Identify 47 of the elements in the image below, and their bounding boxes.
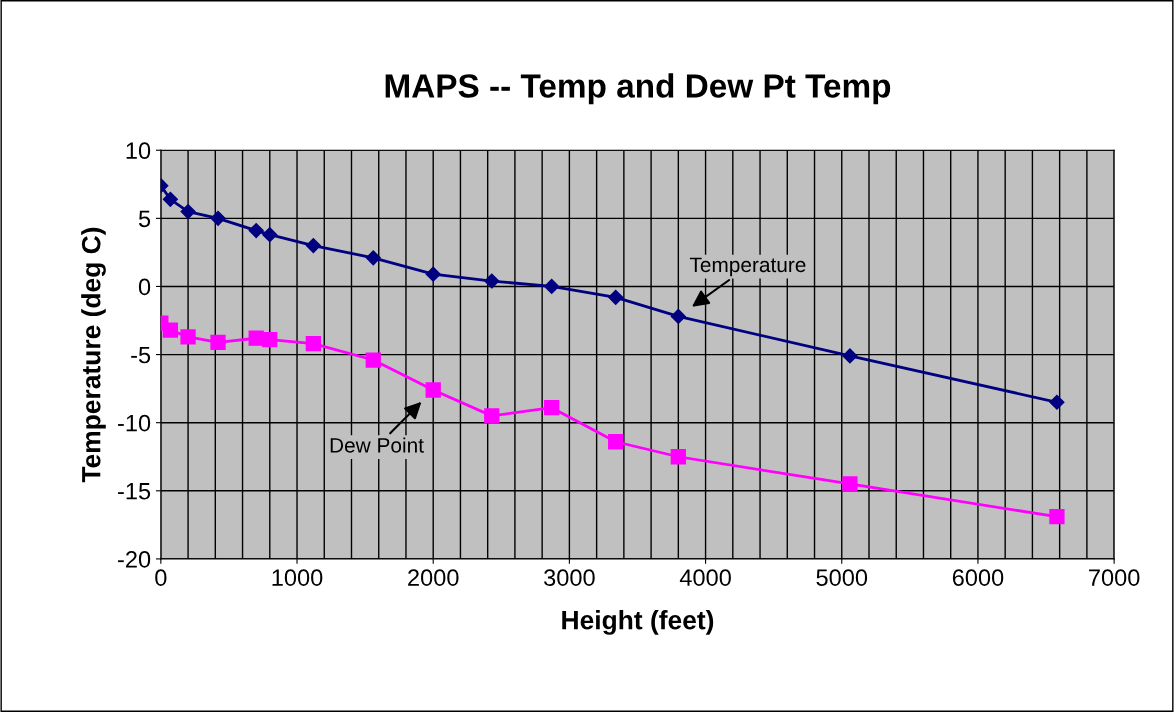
- point: [842, 348, 858, 364]
- y-axis-title: Temperature (deg C): [81, 227, 106, 483]
- point: [162, 322, 179, 338]
- point: [305, 238, 321, 254]
- point: [210, 334, 226, 350]
- series-label: Dew Point: [330, 437, 424, 453]
- x-tick-label: 4000: [679, 569, 731, 586]
- point: [842, 476, 858, 492]
- x-axis-title: Height (feet): [562, 610, 714, 635]
- y-tick-label: -20: [118, 550, 151, 568]
- point: [262, 227, 278, 243]
- y-tick-label: -5: [131, 346, 151, 364]
- point: [608, 289, 624, 305]
- point: [305, 336, 322, 352]
- point: [1049, 394, 1065, 410]
- point: [180, 203, 196, 220]
- point: [425, 266, 441, 282]
- point: [210, 210, 226, 226]
- point: [248, 223, 264, 239]
- x-tick-label: 5000: [816, 569, 868, 586]
- point: [544, 278, 560, 295]
- point: [162, 191, 178, 207]
- y-tick-label: -15: [118, 483, 151, 500]
- series-label: Temperature: [689, 257, 806, 277]
- point: [180, 329, 196, 345]
- y-tick-label: 0: [138, 278, 151, 296]
- point: [544, 400, 560, 416]
- y-tick-label: 10: [126, 142, 151, 160]
- point: [670, 308, 686, 325]
- x-tick-label: 1000: [272, 569, 323, 586]
- y-tick-label: 5: [138, 210, 151, 228]
- x-tick-label: 0: [155, 569, 167, 586]
- chart-title: MAPS -- Temp and Dew Pt Temp: [385, 73, 891, 105]
- y-tick-label: -10: [118, 414, 151, 432]
- point: [608, 434, 624, 450]
- point: [484, 273, 500, 289]
- point: [1049, 509, 1065, 525]
- x-tick-label: 2000: [408, 569, 459, 586]
- x-tick-label: 6000: [952, 569, 1004, 586]
- point: [365, 352, 381, 368]
- point: [670, 449, 686, 465]
- x-tick-label: 3000: [544, 569, 595, 586]
- point: [484, 408, 500, 424]
- x-tick-label: 7000: [1089, 569, 1140, 586]
- point: [365, 250, 381, 266]
- point: [425, 382, 441, 398]
- point: [262, 331, 278, 348]
